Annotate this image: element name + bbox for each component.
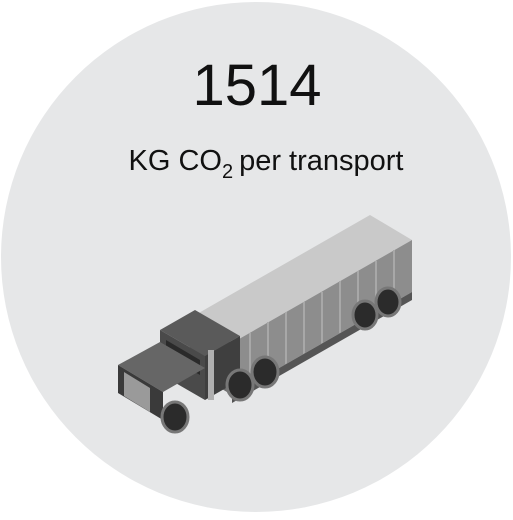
unit-subscript: 2 xyxy=(222,161,233,183)
unit-prefix: KG CO xyxy=(128,145,221,177)
infographic: 1514 KG CO2 per transport xyxy=(0,0,513,515)
unit-suffix: per transport xyxy=(239,145,403,177)
exhaust-stack xyxy=(208,350,214,400)
co2-value: 1514 xyxy=(192,53,321,118)
